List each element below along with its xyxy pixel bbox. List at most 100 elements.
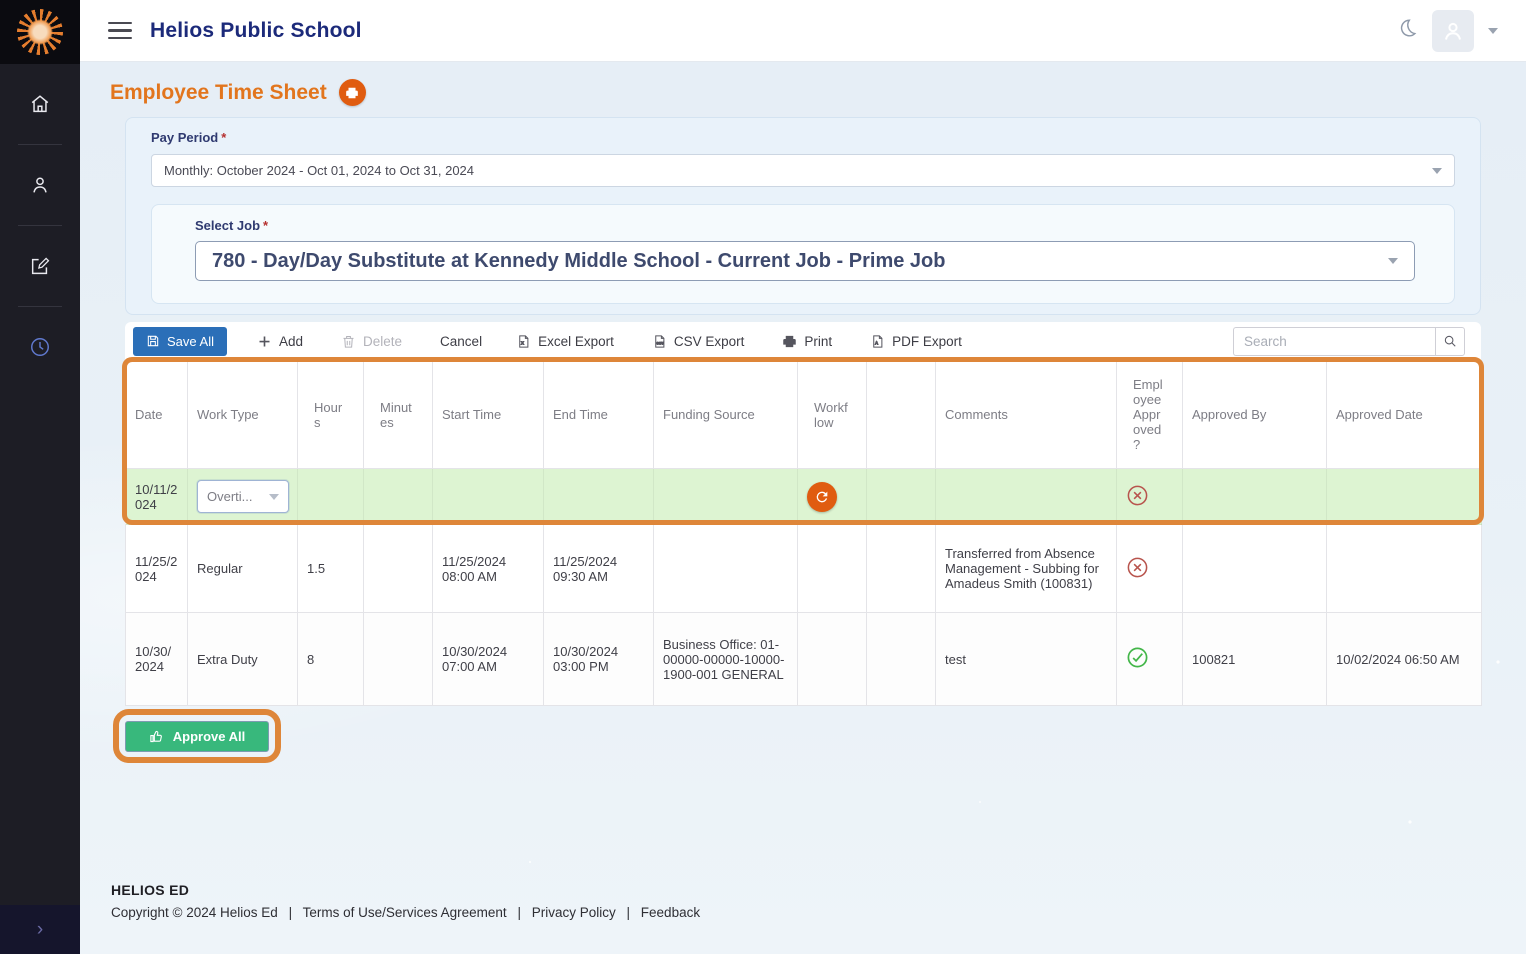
cell-hours: 1.5 — [297, 524, 364, 613]
page-title: Employee Time Sheet — [110, 80, 327, 104]
cell-minutes — [363, 524, 433, 613]
top-header: Helios Public School — [80, 0, 1526, 62]
cell-work-type: Extra Duty — [187, 612, 298, 706]
sidebar-divider — [18, 225, 62, 226]
cell-employee-approved — [1116, 524, 1183, 613]
cell-date: 10/30/2024 — [125, 612, 188, 706]
csv-file-icon: csv — [655, 334, 665, 348]
sunburst-logo-icon — [17, 9, 63, 55]
cell-blank — [866, 468, 936, 525]
sidebar-item-edit[interactable] — [0, 226, 80, 306]
sidebar-divider — [18, 144, 62, 145]
filter-panel: Pay Period * Monthly: October 2024 - Oct … — [125, 117, 1481, 315]
main-content: Employee Time Sheet Pay Period * Monthly:… — [80, 62, 1526, 954]
select-job-value: 780 - Day/Day Substitute at Kennedy Midd… — [212, 249, 946, 272]
col-header-minutes[interactable]: Minutes — [363, 360, 433, 469]
cell-minutes — [363, 612, 433, 706]
required-asterisk: * — [263, 218, 269, 233]
select-job-label: Select Job * — [195, 218, 269, 233]
select-job-panel: Select Job * 780 - Day/Day Substitute at … — [151, 204, 1455, 304]
feedback-link[interactable]: Feedback — [640, 905, 701, 920]
sidebar-expand-button[interactable]: › — [0, 905, 80, 954]
cell-approved-date — [1326, 524, 1482, 613]
plus-icon — [259, 336, 270, 346]
cell-hours — [297, 468, 364, 525]
cell-workflow — [797, 524, 867, 613]
print-page-button[interactable] — [338, 79, 366, 106]
print-button[interactable]: Print — [776, 334, 838, 349]
edit-icon — [31, 257, 50, 275]
col-header-work-type[interactable]: Work Type — [187, 360, 298, 469]
sidebar-item-timesheet[interactable] — [0, 307, 80, 387]
excel-file-icon: X — [519, 334, 529, 348]
cell-end-time: 10/30/2024 03:00 PM — [543, 612, 654, 706]
col-header-end-time[interactable]: End Time — [543, 360, 654, 469]
cancel-button[interactable]: Cancel — [434, 334, 488, 349]
home-icon — [31, 95, 49, 113]
terms-link[interactable]: Terms of Use/Services Agreement — [302, 905, 507, 920]
pay-period-select[interactable]: Monthly: October 2024 - Oct 01, 2024 to … — [151, 154, 1455, 187]
work-type-select[interactable]: Overti... — [197, 480, 289, 513]
copyright-text: Copyright © 2024 Helios Ed — [111, 905, 278, 920]
cell-funding-source: Business Office: 01-00000-00000-10000-19… — [653, 612, 798, 706]
workflow-refresh-button[interactable] — [807, 481, 837, 512]
cell-workflow — [797, 612, 867, 706]
dark-mode-toggle[interactable] — [1396, 17, 1418, 44]
chevron-down-icon — [1388, 258, 1398, 264]
cell-employee-approved — [1116, 612, 1183, 706]
search-button[interactable] — [1435, 326, 1465, 356]
school-logo[interactable] — [0, 0, 80, 64]
rejected-icon — [1126, 557, 1149, 582]
chevron-down-icon — [1432, 167, 1442, 174]
col-header-employee-approved[interactable]: Employee Approved? — [1116, 360, 1183, 469]
pay-period-label: Pay Period * — [151, 130, 227, 145]
excel-export-button[interactable]: X Excel Export — [510, 334, 620, 349]
clock-icon — [31, 338, 49, 356]
col-header-hours[interactable]: Hours — [297, 360, 364, 469]
user-avatar[interactable] — [1432, 9, 1474, 52]
add-button[interactable]: Add — [251, 334, 309, 349]
csv-export-button[interactable]: csv CSV Export — [646, 334, 751, 349]
person-icon — [33, 177, 47, 193]
sidebar-nav — [0, 64, 80, 387]
menu-toggle-button[interactable] — [108, 21, 132, 40]
grid-toolbar: Save All Add Delete Cancel X Excel Expor… — [125, 322, 1481, 360]
printer-icon — [783, 335, 797, 347]
col-header-start-time[interactable]: Start Time — [432, 360, 544, 469]
sidebar-item-home[interactable] — [0, 64, 80, 144]
col-header-date[interactable]: Date — [125, 360, 188, 469]
refresh-icon — [816, 491, 828, 502]
cell-end-time: 11/25/2024 09:30 AM — [543, 524, 654, 613]
approved-icon — [1126, 647, 1149, 672]
col-header-approved-by[interactable]: Approved By — [1182, 360, 1327, 469]
cell-approved-by: 100821 — [1182, 612, 1327, 706]
cell-work-type: Regular — [187, 524, 298, 613]
cell-approved-by — [1182, 524, 1327, 613]
col-header-approved-date[interactable]: Approved Date — [1326, 360, 1482, 469]
sidebar: › — [0, 0, 80, 954]
cell-date: 11/25/2024 — [125, 524, 188, 613]
select-job-dropdown[interactable]: 780 - Day/Day Substitute at Kennedy Midd… — [195, 241, 1415, 281]
col-header-comments[interactable]: Comments — [935, 360, 1117, 469]
svg-text:X: X — [521, 340, 524, 345]
trash-icon — [343, 335, 354, 348]
cell-employee-approved — [1116, 468, 1183, 525]
sidebar-item-people[interactable] — [0, 145, 80, 225]
svg-text:A: A — [875, 340, 879, 345]
rejected-icon — [1126, 485, 1149, 510]
col-header-funding-source[interactable]: Funding Source — [653, 360, 798, 469]
thumbs-up-icon — [150, 730, 162, 743]
user-menu-caret-icon[interactable] — [1488, 27, 1498, 34]
search-input[interactable] — [1233, 326, 1435, 356]
col-header-workflow[interactable]: Workflow — [797, 360, 867, 469]
pdf-export-button[interactable]: A PDF Export — [864, 334, 968, 349]
delete-button[interactable]: Delete — [335, 334, 408, 349]
approve-all-button[interactable]: Approve All — [125, 721, 269, 752]
moon-icon — [1400, 19, 1417, 37]
privacy-link[interactable]: Privacy Policy — [531, 905, 616, 920]
cell-work-type: Overti... — [187, 468, 298, 525]
save-all-button[interactable]: Save All — [133, 326, 227, 356]
header-actions — [1396, 9, 1498, 52]
pdf-file-icon: A — [873, 334, 883, 348]
